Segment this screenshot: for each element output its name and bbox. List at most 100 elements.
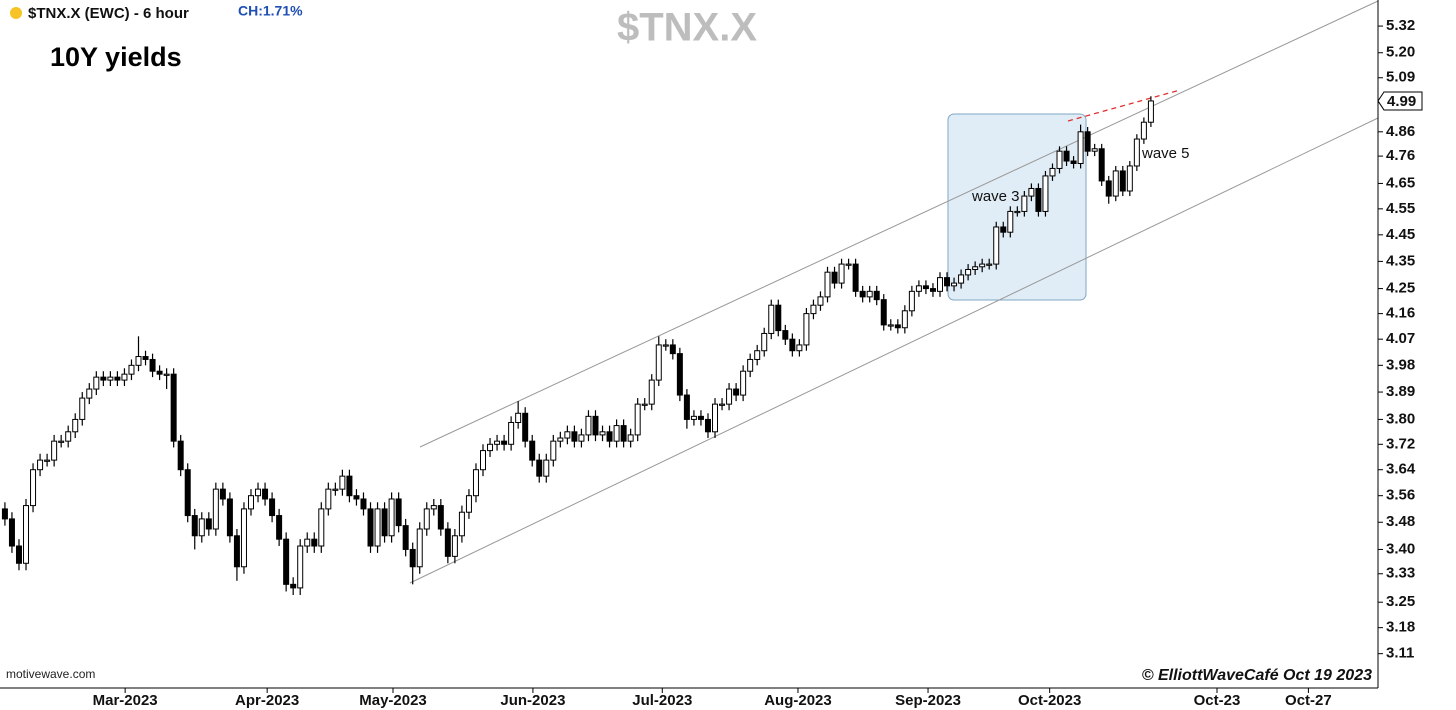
candle-body (1084, 131, 1091, 152)
candle-body (451, 535, 458, 557)
candle-body (149, 358, 156, 372)
candle-body (936, 277, 943, 292)
candle-body (1070, 160, 1077, 164)
candle-body (423, 508, 430, 530)
candle-body (1105, 180, 1112, 197)
candle-body (30, 469, 37, 507)
candle-body (1126, 165, 1133, 192)
candle-body (233, 535, 240, 568)
channel-lower (409, 117, 1379, 584)
candle-body (240, 508, 247, 568)
candle-body (803, 313, 810, 346)
candle-body (402, 525, 409, 550)
candle-body (894, 324, 901, 329)
candle-body (508, 422, 515, 445)
candle-body (951, 282, 958, 287)
candle-body (606, 431, 613, 442)
y-tick-label: 3.98 (1386, 356, 1415, 373)
x-tick-label: Oct-27 (1285, 692, 1332, 709)
y-tick-label: 4.45 (1386, 226, 1415, 243)
candle-body (23, 505, 30, 564)
candle-body (1000, 226, 1007, 233)
candle-body (325, 488, 332, 510)
candle-body (100, 376, 107, 381)
candle-body (388, 498, 395, 537)
candle-body (283, 538, 290, 585)
candle-body (430, 505, 437, 510)
candle-body (887, 324, 894, 327)
channel-upper (419, 0, 1379, 448)
x-tick-label: May-2023 (359, 692, 427, 709)
candle-body (360, 498, 367, 510)
candle-body (487, 443, 494, 452)
candle-body (37, 459, 44, 471)
candle-body (409, 548, 416, 568)
candle-body (529, 440, 536, 461)
candle-body (669, 344, 676, 355)
y-tick-label: 5.09 (1386, 69, 1415, 86)
candle-body (177, 440, 184, 471)
x-tick-label: Sep-2023 (895, 692, 961, 709)
candle-body (107, 376, 114, 381)
y-tick-label: 4.65 (1386, 174, 1415, 191)
candle-body (845, 263, 852, 266)
candle-body (198, 518, 205, 537)
candle-body (276, 515, 283, 540)
y-tick-label: 4.76 (1386, 147, 1415, 164)
source: motivewave.com (6, 667, 95, 681)
candle-body (986, 263, 993, 266)
candle-body (395, 498, 402, 527)
candle-body (901, 310, 908, 329)
candle-body (444, 528, 451, 557)
candle-body (620, 425, 627, 442)
candle-body (634, 403, 641, 436)
candle-body (346, 475, 353, 497)
change-label: CH:1.71% (238, 3, 303, 19)
candle-body (86, 388, 93, 399)
candle-body (972, 266, 979, 270)
resistance-line (1067, 89, 1181, 122)
candle-body (51, 440, 58, 461)
y-tick-label: 4.35 (1386, 252, 1415, 269)
candle-body (704, 418, 711, 433)
candle-body (831, 271, 838, 284)
y-tick-label: 3.33 (1386, 565, 1415, 582)
candle-body (768, 304, 775, 334)
candle-body (437, 505, 444, 530)
candle-body (1112, 170, 1119, 197)
candle-body (944, 277, 951, 287)
y-tick-label: 5.32 (1386, 17, 1415, 34)
y-tick-label: 3.25 (1386, 593, 1415, 610)
price-label: 4.99 (1387, 93, 1416, 110)
candle-body (599, 431, 606, 436)
candle-body (550, 440, 557, 461)
candle-body (613, 425, 620, 442)
candle-body (1056, 150, 1063, 169)
candle-body (269, 498, 276, 517)
candle-body (571, 431, 578, 442)
candle-body (690, 415, 697, 420)
candle-body (754, 350, 761, 360)
candle-body (789, 338, 796, 352)
candle-body (641, 403, 648, 406)
candle-body (747, 358, 754, 372)
candle-body (796, 344, 803, 352)
candle-body (290, 583, 297, 589)
candle-body (564, 431, 571, 439)
candle-body (156, 370, 163, 375)
y-tick-label: 3.89 (1386, 383, 1415, 400)
candle-body (958, 274, 965, 284)
candle-body (1147, 100, 1154, 123)
candle-body (255, 488, 262, 497)
candle-body (472, 469, 479, 497)
candle-body (1007, 210, 1014, 233)
candle-body (676, 353, 683, 396)
candle-body (205, 518, 212, 530)
x-tick-label: Oct-23 (1194, 692, 1241, 709)
annotation: wave 3 (971, 188, 1020, 205)
candle-body (191, 515, 198, 537)
candle-body (142, 356, 149, 360)
candle-body (65, 431, 72, 442)
candle-body (712, 403, 719, 433)
